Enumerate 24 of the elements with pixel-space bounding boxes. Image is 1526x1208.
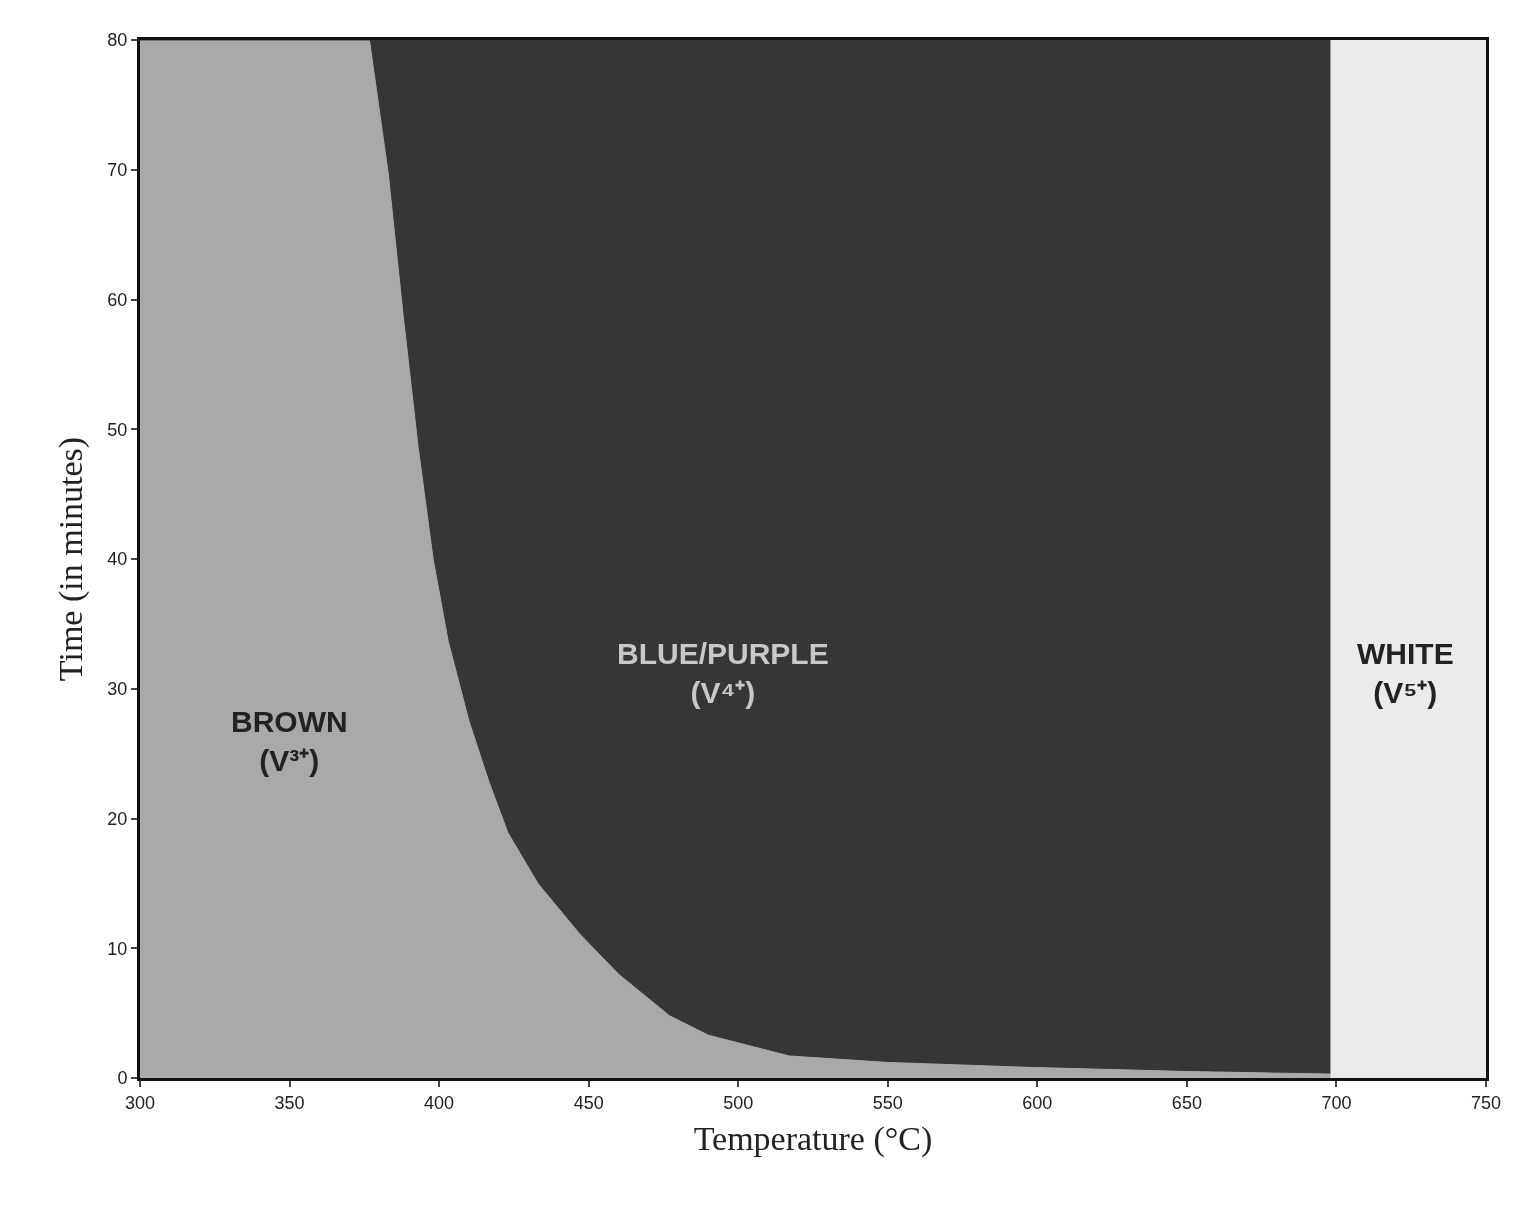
x-tick-label: 500 xyxy=(723,1092,754,1113)
x-tick-label: 700 xyxy=(1321,1092,1352,1113)
x-tick-label: 400 xyxy=(424,1092,455,1113)
x-tick-label: 300 xyxy=(124,1092,156,1113)
y-tick-label: 60 xyxy=(107,289,128,310)
annotation: BLUE/PURPLE (V⁴⁺) xyxy=(617,637,829,709)
y-axis-title: Time (in minutes) xyxy=(51,436,90,682)
y-tick-label: 80 xyxy=(107,30,128,51)
y-tick-label: 70 xyxy=(107,160,128,181)
x-tick-label: 600 xyxy=(1022,1092,1053,1113)
x-tick-label: 750 xyxy=(1470,1092,1502,1113)
y-tick-label: 30 xyxy=(107,679,128,700)
y-tick-label: 0 xyxy=(117,1068,128,1089)
y-tick-label: 50 xyxy=(107,419,128,440)
y-tick-label: 20 xyxy=(107,808,128,829)
x-tick-label: 550 xyxy=(872,1092,903,1113)
x-axis-title: Temperature (°C) xyxy=(693,1119,933,1158)
y-tick-label: 10 xyxy=(107,938,128,959)
annotation: WHITE (V⁵⁺) xyxy=(1357,637,1454,709)
y-tick-label: 40 xyxy=(107,549,128,570)
x-tick-label: 350 xyxy=(274,1092,305,1113)
annotation: BROWN (V³⁺) xyxy=(231,705,348,777)
x-tick-label: 450 xyxy=(573,1092,604,1113)
x-tick-label: 650 xyxy=(1171,1092,1202,1113)
